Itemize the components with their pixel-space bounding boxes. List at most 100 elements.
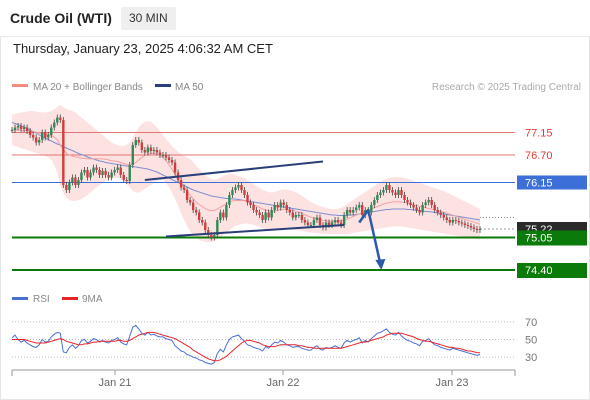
timeframe-badge[interactable]: 30 MIN	[121, 7, 176, 30]
channel-upper-line	[144, 160, 324, 181]
candle-body	[267, 212, 270, 218]
candle-body	[146, 147, 150, 153]
candle-body	[92, 167, 95, 173]
candle-body	[10, 130, 14, 131]
candle-body	[445, 217, 448, 220]
rsi-tick-label: 70	[525, 317, 537, 329]
candle-body	[261, 215, 264, 220]
candle-body	[167, 157, 171, 160]
candle-body	[113, 170, 116, 173]
candle-body	[185, 190, 189, 200]
legend: MA 20 + Bollinger Bands MA 50 Research ©…	[12, 82, 581, 93]
candle-body	[80, 172, 83, 180]
candle-body	[243, 190, 246, 195]
candle-body	[68, 182, 71, 190]
candle-body	[62, 120, 65, 185]
candle-body	[424, 202, 427, 205]
candle-body	[324, 222, 328, 228]
candle-body	[222, 212, 225, 218]
candle-body	[342, 215, 346, 225]
candle-body	[333, 220, 337, 223]
candle-body	[355, 207, 358, 210]
candle-body	[388, 185, 391, 190]
candle-body	[59, 117, 62, 120]
candle-body	[56, 117, 59, 123]
x-axis: Jan 21 Jan 22 Jan 23	[11, 369, 516, 389]
rsi-tick-label: 50	[525, 335, 537, 347]
candle-body	[104, 171, 107, 175]
candle-body	[207, 230, 210, 235]
candle-body	[13, 127, 17, 130]
candle-body	[204, 222, 207, 230]
rsi-series-9ma	[12, 331, 480, 362]
candle-body	[291, 212, 294, 218]
support-tag	[517, 230, 587, 246]
candle-body	[246, 195, 249, 203]
candle-body	[201, 220, 204, 223]
support-tag	[517, 263, 587, 278]
candle-body	[358, 205, 361, 208]
legend-ma20-swatch	[12, 84, 28, 87]
x-axis-tick-label: Jan 23	[435, 377, 468, 389]
resistance-label: 77.15	[525, 128, 553, 140]
candle-body	[255, 210, 258, 213]
candle-body	[252, 205, 255, 210]
chart-header: Crude Oil (WTI) 30 MIN	[0, 0, 590, 37]
candle-body	[95, 167, 98, 170]
candle-body	[25, 127, 29, 131]
pivot-tag	[517, 175, 587, 190]
candle-body	[460, 222, 464, 224]
candle-body	[327, 222, 331, 225]
candle-body	[188, 200, 192, 203]
candle-body	[228, 195, 231, 205]
candle-body	[430, 200, 433, 205]
candle-body	[279, 202, 282, 208]
instrument-title: Crude Oil (WTI)	[10, 10, 112, 26]
chart-datetime: Thursday, January 23, 2025 4:06:32 AM CE…	[13, 41, 273, 56]
candle-body	[409, 202, 412, 205]
candle-body	[65, 185, 68, 190]
candle-body	[40, 132, 44, 140]
candle-body	[270, 210, 273, 218]
candle-body	[16, 126, 20, 128]
candle-body	[345, 210, 349, 215]
candle-body	[249, 202, 252, 205]
candle-body	[294, 215, 298, 218]
candle-body	[297, 215, 301, 216]
candle-body	[348, 210, 352, 213]
legend-ma50-label: MA 50	[175, 82, 204, 93]
candle-body	[125, 180, 128, 181]
level-resistance: 76.70	[12, 150, 553, 162]
rsi-9ma-legend-swatch	[62, 297, 78, 300]
legend-ma20-label: MA 20 + Bollinger Bands	[33, 82, 143, 93]
candle-body	[225, 205, 228, 218]
candle-body	[391, 190, 394, 193]
rsi-tick-label: 30	[525, 352, 537, 364]
candle-body	[179, 180, 183, 188]
candle-body	[219, 212, 222, 220]
x-axis-tick-label: Jan 21	[98, 377, 131, 389]
candle-body	[285, 205, 288, 210]
candle-body	[237, 185, 240, 188]
level-resistance: 77.15	[12, 128, 553, 140]
candle-body	[303, 220, 307, 223]
candle-body	[231, 190, 234, 195]
candle-body	[336, 220, 340, 223]
candle-body	[110, 172, 113, 178]
candle-body	[406, 200, 409, 203]
candle-body	[376, 195, 379, 200]
legend-ma50-swatch	[155, 84, 171, 87]
candle-body	[191, 202, 195, 210]
candle-body	[47, 135, 50, 138]
candle-body	[149, 147, 153, 151]
level-support: 75.05	[12, 230, 587, 246]
candle-body	[31, 135, 35, 138]
candle-body	[451, 220, 455, 223]
candle-body	[439, 212, 442, 215]
candle-body	[28, 131, 32, 135]
candle-body	[309, 225, 313, 226]
candle-body	[400, 190, 403, 195]
candle-body	[312, 220, 316, 225]
candle-body	[89, 172, 92, 178]
candle-body	[240, 185, 243, 190]
